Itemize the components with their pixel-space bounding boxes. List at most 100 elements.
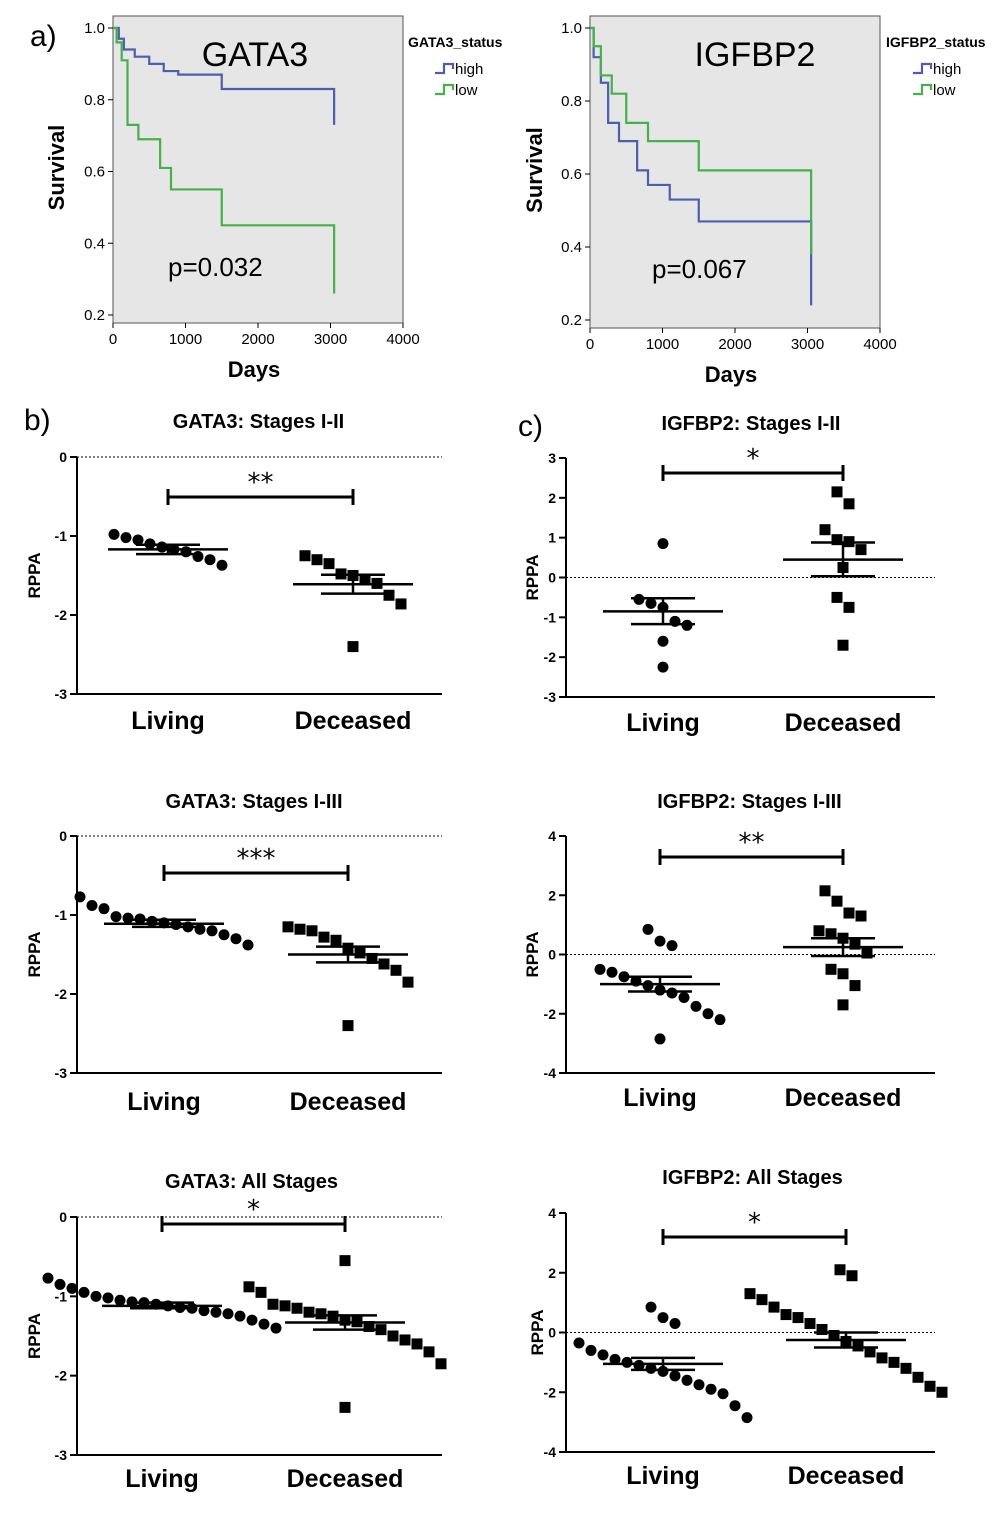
- km-plot-area: [589, 15, 881, 329]
- data-point-living: [669, 1370, 681, 1382]
- data-point-deceased: [756, 1294, 768, 1306]
- data-point-deceased: [423, 1346, 435, 1358]
- y-tick-label: 0: [59, 1209, 67, 1225]
- km-x-tick-label: 3000: [314, 331, 347, 348]
- data-point-living: [642, 980, 654, 992]
- km-chart-0: 1.0 0.8 0.6 0.4 0.20 1000 2000 3000 4000 GATA3 p=0…: [44, 15, 503, 382]
- category-label-deceased: Deceased: [287, 1465, 404, 1493]
- data-point-deceased: [354, 947, 366, 959]
- data-point-living: [657, 1312, 669, 1324]
- data-point-living: [210, 1306, 222, 1318]
- data-point-deceased: [311, 554, 323, 566]
- data-point-living: [180, 546, 192, 558]
- km-y-tick-label: 0.6: [84, 164, 105, 181]
- data-point-living: [204, 554, 216, 566]
- data-point-living: [86, 900, 98, 912]
- data-point-living: [218, 929, 230, 941]
- data-point-deceased: [804, 1318, 816, 1330]
- data-point-deceased: [411, 1338, 423, 1350]
- data-point-living: [206, 925, 218, 937]
- y-tick-label: 0: [59, 828, 67, 844]
- data-point-living: [74, 891, 86, 903]
- km-legend-swatch-high: [435, 62, 455, 75]
- km-title: GATA3: [202, 36, 308, 74]
- data-point-living: [645, 597, 657, 609]
- category-label-living: Living: [131, 707, 205, 735]
- panel-label-c: c): [518, 410, 543, 443]
- data-point-deceased: [864, 1346, 876, 1358]
- dotplot-chart-7: 4 2 0 -2 -4 IGFBP2: All Stages RPPA Living Decea…: [528, 1167, 948, 1490]
- data-point-living: [669, 1318, 681, 1330]
- km-curve-high: [113, 26, 336, 125]
- y-tick-label: 0: [59, 449, 67, 465]
- data-point-deceased: [339, 1401, 351, 1413]
- km-x-axis-label: Days: [228, 357, 281, 382]
- km-x-tick-label: 2000: [241, 331, 274, 348]
- km-p-value: p=0.032: [168, 252, 263, 282]
- data-point-living: [666, 987, 678, 999]
- dotplot-title: GATA3: Stages I-III: [165, 791, 342, 813]
- y-tick-label: -2: [544, 1384, 557, 1400]
- panel-label-b: b): [24, 404, 51, 437]
- y-axis-label: RPPA: [523, 555, 542, 601]
- significance-stars: *: [247, 1195, 260, 1225]
- km-y-tick-label: 0.6: [561, 166, 582, 183]
- y-tick-label: 1: [548, 530, 556, 546]
- km-curve-low: [113, 26, 336, 294]
- y-tick-label: -3: [55, 686, 68, 702]
- data-point-deceased: [825, 963, 837, 975]
- significance-stars: **: [248, 468, 274, 498]
- y-axis-label: RPPA: [528, 1310, 547, 1356]
- data-point-deceased: [852, 1340, 864, 1352]
- data-point-deceased: [837, 968, 849, 980]
- y-tick-label: -2: [55, 607, 68, 623]
- data-point-deceased: [390, 964, 402, 976]
- data-point-living: [690, 1000, 702, 1012]
- km-x-tick-label: 1000: [646, 336, 679, 353]
- data-point-deceased: [383, 589, 395, 601]
- data-point-living: [122, 912, 134, 924]
- data-point-living: [102, 1292, 114, 1304]
- data-point-deceased: [359, 573, 371, 585]
- category-label-deceased: Deceased: [295, 707, 412, 735]
- data-point-living: [705, 1383, 717, 1395]
- data-point-deceased: [342, 1020, 354, 1032]
- category-label-living: Living: [626, 709, 700, 737]
- data-point-deceased: [435, 1358, 447, 1370]
- km-x-tick-label: 2000: [718, 336, 751, 353]
- data-point-deceased: [813, 925, 825, 937]
- data-point-living: [642, 923, 654, 935]
- data-point-living: [714, 1014, 726, 1026]
- data-point-living: [258, 1318, 270, 1330]
- y-axis-label: RPPA: [25, 1313, 44, 1359]
- data-point-deceased: [825, 928, 837, 940]
- km-legend-label-high: high: [933, 61, 961, 78]
- data-point-living: [198, 1305, 210, 1317]
- data-point-deceased: [347, 641, 359, 653]
- data-point-deceased: [378, 958, 390, 970]
- y-tick-label: -2: [55, 986, 68, 1002]
- data-point-living: [597, 1349, 609, 1361]
- km-y-tick-label: 0.8: [561, 93, 582, 110]
- y-tick-label: -4: [544, 1444, 557, 1460]
- data-point-living: [156, 541, 168, 553]
- category-label-deceased: Deceased: [785, 709, 902, 737]
- dotplot-title: GATA3: All Stages: [165, 1171, 338, 1193]
- data-point-living: [132, 534, 144, 546]
- data-point-living: [194, 923, 206, 935]
- category-label-living: Living: [127, 1088, 201, 1116]
- data-point-deceased: [279, 1300, 291, 1312]
- data-point-deceased: [315, 1308, 327, 1320]
- dotplot-chart-3: 3 2 1 0 -1 -2 -3 IGFBP2: Stages I-II RPPA Living D…: [523, 413, 935, 737]
- data-point-living: [645, 1301, 657, 1313]
- y-tick-label: -3: [544, 689, 557, 705]
- data-point-living: [729, 1400, 741, 1412]
- km-chart-1: 1.0 0.8 0.6 0.4 0.20 1000 2000 3000 4000 IGFBP2 p=…: [522, 15, 986, 387]
- data-point-deceased: [780, 1309, 792, 1321]
- km-y-tick-label: 1.0: [561, 20, 582, 37]
- data-point-living: [192, 551, 204, 563]
- data-point-living: [246, 1314, 258, 1326]
- y-tick-label: -2: [544, 649, 557, 665]
- data-point-deceased: [849, 938, 861, 950]
